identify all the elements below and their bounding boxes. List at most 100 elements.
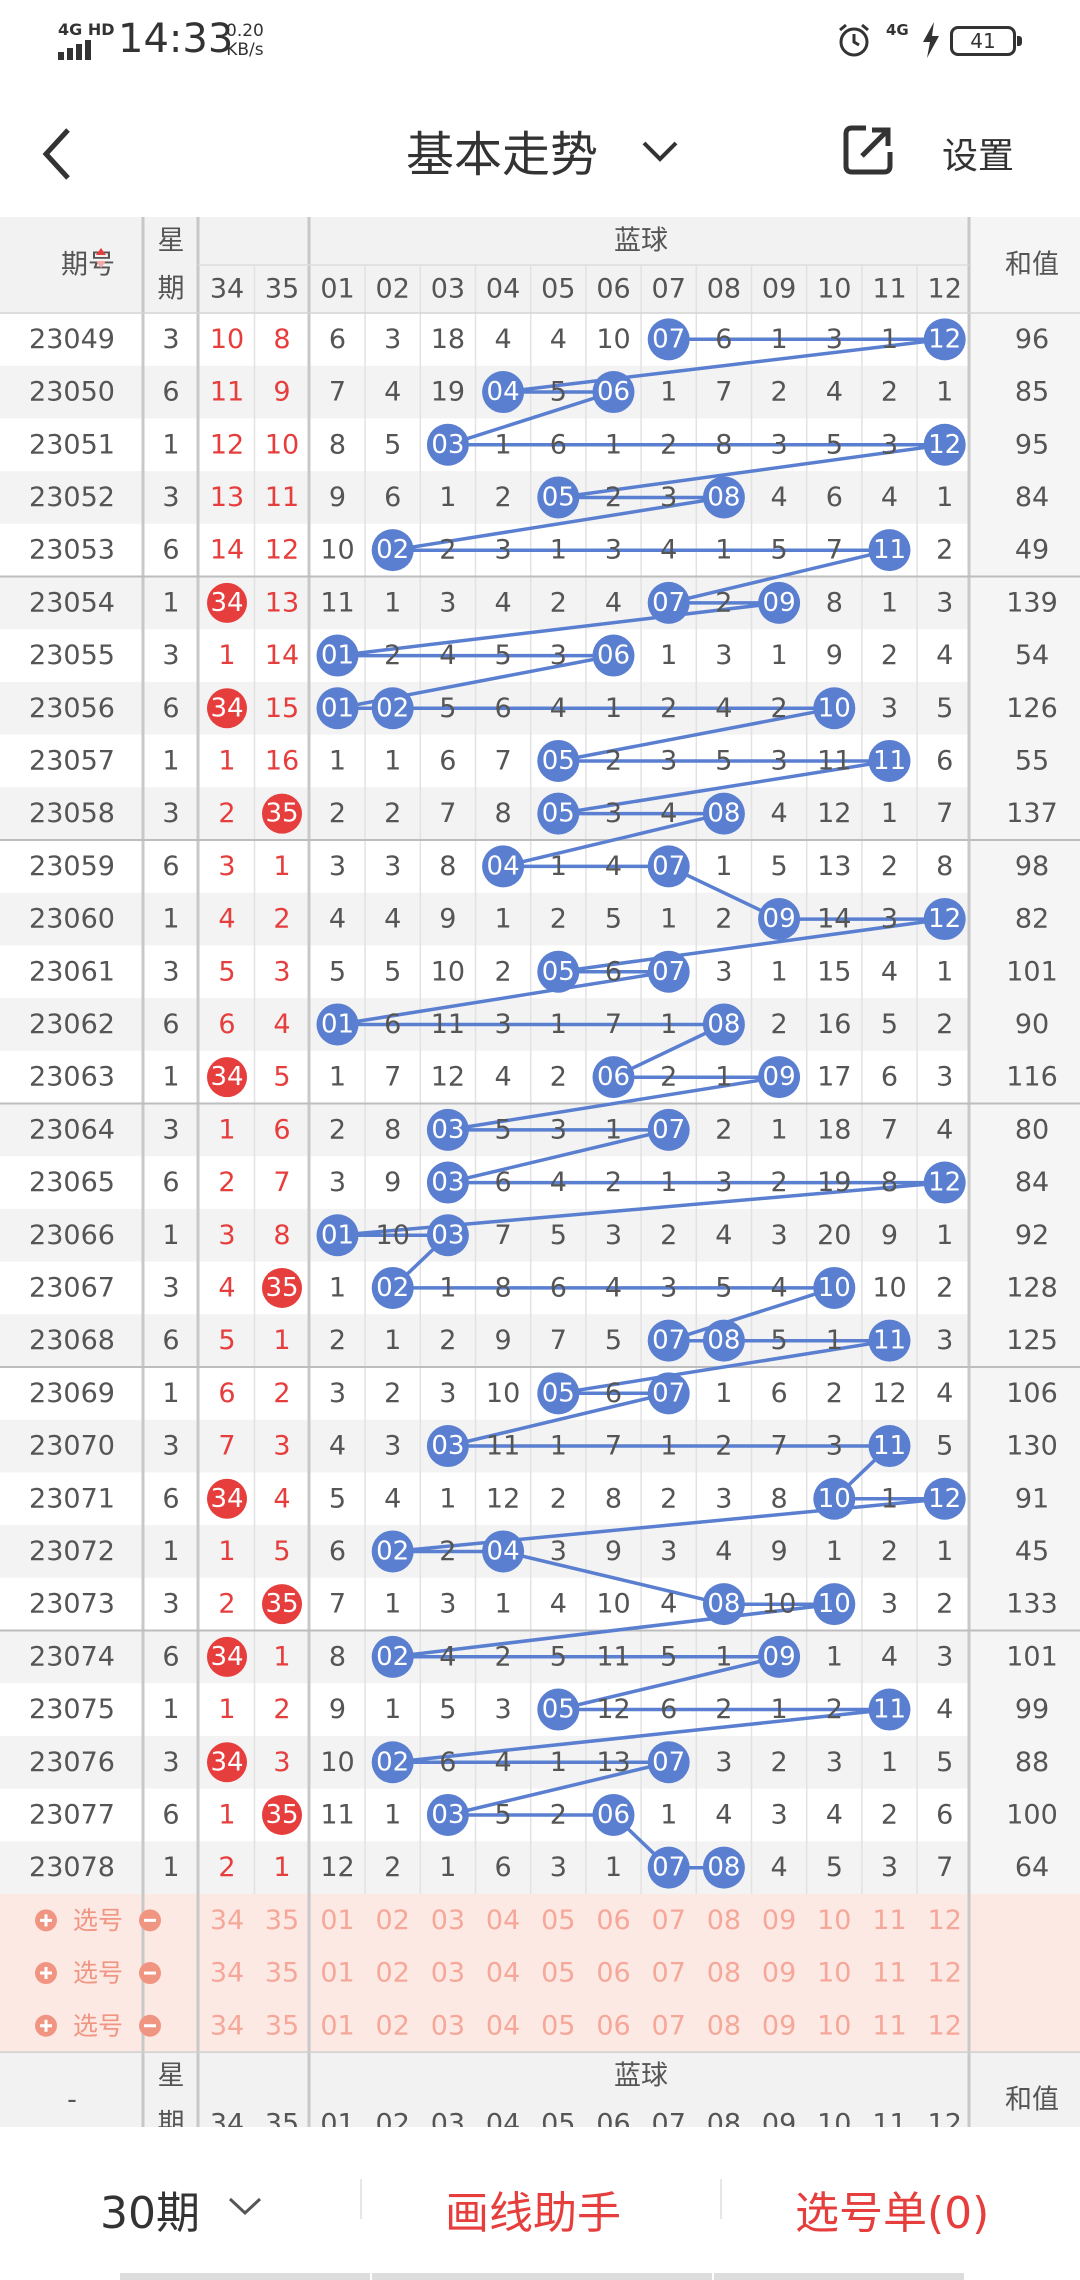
back-omission: 6 — [273, 1114, 290, 1145]
pick-blue-option[interactable]: 12 — [928, 1905, 962, 1936]
pick-blue-option[interactable]: 10 — [817, 1905, 851, 1936]
blue-omission: 4 — [826, 377, 843, 408]
table-row[interactable]: 23063 1 34 5 1 7 12 4 2 06 2 1 09 17 6 3 116 — [29, 1056, 1058, 1099]
pick-back-option[interactable]: 34 — [210, 1958, 244, 1989]
table-row[interactable]: 23052 3 13 11 9 6 1 2 05 2 3 08 4 6 4 1 84 — [29, 476, 1049, 519]
pick-row[interactable]: 选号 34 35 01 02 03 04 05 06 07 08 09 10 11 12 — [35, 1905, 962, 1936]
pick-blue-option[interactable]: 04 — [486, 2010, 520, 2041]
table-row[interactable]: 23053 6 14 12 10 02 2 3 1 3 4 1 5 7 11 2 49 — [29, 529, 1049, 572]
issue-header[interactable]: 期号 — [61, 250, 115, 281]
pick-blue-option[interactable]: 07 — [652, 2010, 686, 2041]
settings-button[interactable]: 设置 — [942, 136, 1015, 177]
table-row[interactable]: 23065 6 2 7 3 9 03 6 4 2 1 3 2 19 8 12 84 — [29, 1161, 1049, 1204]
pick-row[interactable]: 选号 34 35 01 02 03 04 05 06 07 08 09 10 11 12 — [35, 1958, 962, 1989]
back-icon[interactable] — [38, 124, 78, 184]
add-icon — [40, 2019, 52, 2032]
pick-blue-option[interactable]: 08 — [707, 1905, 741, 1936]
pick-back-option[interactable]: 34 — [210, 1905, 244, 1936]
pick-blue-option[interactable]: 06 — [596, 1905, 630, 1936]
table-row[interactable]: 23071 6 34 4 5 4 1 12 2 8 2 3 8 10 1 12 91 — [29, 1477, 1049, 1520]
pick-back-option[interactable]: 35 — [265, 1958, 299, 1989]
table-row[interactable]: 23076 3 34 3 10 02 6 4 1 13 07 3 2 3 1 5 88 — [29, 1741, 1049, 1784]
table-row[interactable]: 23074 6 34 1 8 02 4 2 5 11 5 1 09 1 4 3 101 — [29, 1635, 1058, 1678]
table-row[interactable]: 23051 1 12 10 8 5 03 1 6 1 2 8 3 5 3 12 95 — [29, 423, 1049, 466]
pick-blue-option[interactable]: 11 — [872, 1905, 906, 1936]
pick-back-option[interactable]: 35 — [265, 2010, 299, 2041]
pick-blue-option[interactable]: 05 — [541, 2010, 575, 2041]
sum-value: 80 — [1015, 1114, 1049, 1145]
table-row[interactable]: 23067 3 4 35 1 02 1 8 6 4 3 5 4 10 10 2 128 — [29, 1266, 1058, 1309]
pick-back-option[interactable]: 34 — [210, 2010, 244, 2041]
table-row[interactable]: 23060 1 4 2 4 4 9 1 2 5 1 2 09 14 3 12 82 — [29, 898, 1049, 941]
blue-ball — [647, 581, 690, 624]
pick-back-option[interactable]: 35 — [265, 1905, 299, 1936]
pick-blue-option[interactable]: 06 — [596, 1958, 630, 1989]
pick-blue-option[interactable]: 09 — [762, 2010, 796, 2041]
pick-blue-option[interactable]: 01 — [320, 1905, 354, 1936]
period-selector[interactable]: 30期 — [100, 2188, 200, 2239]
pick-blue-option[interactable]: 12 — [928, 2010, 962, 2041]
pick-blue-option[interactable]: 12 — [928, 1958, 962, 1989]
pick-blue-option[interactable]: 10 — [817, 1958, 851, 1989]
pick-blue-option[interactable]: 09 — [762, 1958, 796, 1989]
table-row[interactable]: 23066 1 3 8 01 10 03 7 5 3 2 4 3 20 9 1 92 — [29, 1214, 1049, 1257]
pick-blue-option[interactable]: 11 — [872, 1958, 906, 1989]
table-row[interactable]: 23061 3 5 3 5 5 10 2 05 6 07 3 1 15 4 1 101 — [29, 950, 1058, 993]
pick-blue-option[interactable]: 02 — [376, 1958, 410, 1989]
table-row[interactable]: 23075 1 1 2 9 1 5 3 05 12 6 2 1 2 11 4 99 — [29, 1688, 1049, 1731]
table-row[interactable]: 23059 6 3 1 3 3 8 04 1 4 07 1 5 13 2 8 98 — [29, 845, 1049, 888]
pick-blue-option[interactable]: 06 — [596, 2010, 630, 2041]
blue-ball — [868, 1688, 911, 1731]
table-row[interactable]: 23078 1 2 1 12 2 1 6 3 1 07 08 4 5 3 7 64 — [29, 1846, 1049, 1889]
blue-ball — [702, 1319, 745, 1362]
sort-down-icon[interactable] — [96, 261, 106, 268]
blue-omission: 1 — [936, 1220, 953, 1251]
pick-blue-option[interactable]: 08 — [707, 1958, 741, 1989]
pick-blue-option[interactable]: 08 — [707, 2010, 741, 2041]
table-row[interactable]: 23064 3 1 6 2 8 03 5 3 1 07 2 1 18 7 4 80 — [29, 1108, 1049, 1151]
pick-row[interactable]: 选号 34 35 01 02 03 04 05 06 07 08 09 10 11 12 — [35, 2010, 962, 2041]
table-row[interactable]: 23055 3 1 14 01 2 4 5 3 06 1 3 1 9 2 4 54 — [29, 634, 1049, 677]
pick-list-button[interactable]: 选号单(0) — [795, 2188, 990, 2239]
chevron-down-icon[interactable] — [226, 2191, 264, 2221]
table-row[interactable]: 23054 1 34 13 11 1 3 4 2 4 07 2 09 8 1 3 139 — [29, 581, 1058, 624]
pick-blue-option[interactable]: 04 — [486, 1958, 520, 1989]
pick-blue-option[interactable]: 03 — [431, 1958, 465, 1989]
pick-blue-option[interactable]: 03 — [431, 1905, 465, 1936]
chevron-down-icon[interactable] — [640, 137, 680, 167]
pick-blue-option[interactable]: 09 — [762, 1905, 796, 1936]
pick-blue-option[interactable]: 02 — [376, 1905, 410, 1936]
table-row[interactable]: 23049 3 10 8 6 3 18 4 4 10 07 6 1 3 1 12 96 — [29, 318, 1049, 361]
blue-omission: 2 — [936, 1009, 953, 1040]
table-row[interactable]: 23070 3 7 3 4 3 03 11 1 7 1 2 7 3 11 5 130 — [29, 1425, 1058, 1468]
table-row[interactable]: 23050 6 11 9 7 4 19 04 5 06 1 7 2 4 2 1 85 — [29, 371, 1049, 414]
table-row[interactable]: 23069 1 6 2 3 2 3 10 05 6 07 1 6 2 12 4 106 — [29, 1372, 1058, 1415]
table-row[interactable]: 23073 3 2 35 7 1 3 1 4 10 4 08 10 10 3 2 133 — [29, 1583, 1058, 1626]
pick-blue-option[interactable]: 07 — [652, 1958, 686, 1989]
pick-blue-option[interactable]: 11 — [872, 2010, 906, 2041]
pick-blue-option[interactable]: 03 — [431, 2010, 465, 2041]
pick-blue-option[interactable]: 01 — [320, 2010, 354, 2041]
pick-blue-option[interactable]: 02 — [376, 2010, 410, 2041]
pick-blue-option[interactable]: 04 — [486, 1905, 520, 1936]
table-row[interactable]: 23077 6 1 35 11 1 03 5 2 06 1 4 3 4 2 6 100 — [29, 1793, 1058, 1836]
table-row[interactable]: 23072 1 1 5 6 02 2 04 3 9 3 4 9 1 2 1 45 — [29, 1530, 1049, 1573]
pick-blue-option[interactable]: 05 — [541, 1958, 575, 1989]
table-row[interactable]: 23062 6 6 4 01 6 11 3 1 7 1 08 2 16 5 2 90 — [29, 1003, 1049, 1046]
blue-ball-number: 07 — [652, 1747, 685, 1777]
blue-omission: 6 — [660, 1694, 677, 1725]
pick-blue-option[interactable]: 01 — [320, 1958, 354, 1989]
blue-omission: 2 — [605, 482, 622, 513]
table-row[interactable]: 23056 6 34 15 01 02 5 6 4 1 2 4 2 10 3 5 126 — [29, 687, 1058, 730]
pick-blue-option[interactable]: 05 — [541, 1905, 575, 1936]
sort-up-icon[interactable] — [96, 248, 106, 255]
blue-ball-number: 09 — [763, 588, 796, 618]
page-title[interactable]: 基本走势 — [406, 127, 599, 183]
pick-blue-option[interactable]: 07 — [652, 1905, 686, 1936]
share-icon[interactable] — [840, 122, 896, 178]
pick-blue-option[interactable]: 10 — [817, 2010, 851, 2041]
table-row[interactable]: 23057 1 1 16 1 1 6 7 05 2 3 5 3 11 11 6 55 — [29, 739, 1049, 782]
table-row[interactable]: 23068 6 5 1 2 1 2 9 7 5 07 08 5 1 11 3 125 — [29, 1319, 1058, 1362]
table-row[interactable]: 23058 3 2 35 2 2 7 8 05 3 4 08 4 12 1 7 137 — [29, 792, 1058, 835]
draw-line-helper-button[interactable]: 画线助手 — [445, 2188, 621, 2239]
